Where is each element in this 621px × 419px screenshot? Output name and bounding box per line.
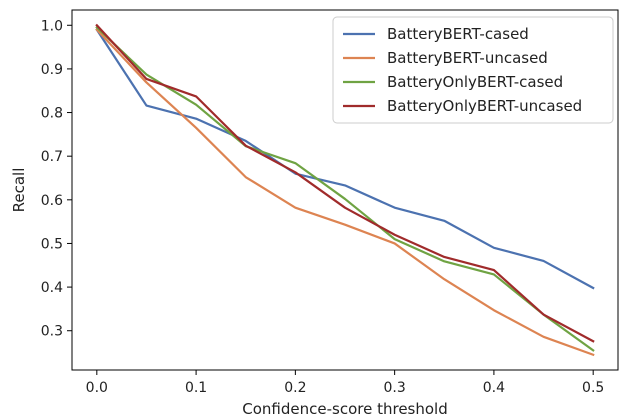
y-tick-label: 0.7 [41,149,63,165]
legend: BatteryBERT-cased BatteryBERT-uncased Batt… [332,16,614,124]
series-line-2 [95,25,595,352]
y-axis-label: Recall [10,168,28,213]
legend-label-0: BatteryBERT-cased [387,25,529,43]
y-tick-label: 0.3 [41,324,63,340]
y-tick-label: 0.6 [41,193,63,209]
legend-label-3: BatteryOnlyBERT-uncased [387,97,582,115]
legend-box [332,16,614,124]
legend-label-1: BatteryBERT-uncased [387,49,548,67]
legend-label-2: BatteryOnlyBERT-cased [387,73,563,91]
y-tick-label: 0.5 [41,236,63,252]
x-axis-label: Confidence-score threshold [242,400,447,418]
x-tick-label: 0.3 [384,380,406,396]
x-tick-label: 0.0 [86,380,108,396]
series-layer [95,23,595,357]
y-tick-label: 0.8 [41,106,63,122]
y-tick-label: 1.0 [41,18,63,34]
y-tick-label: 0.9 [41,62,63,78]
x-tick-label: 0.4 [483,380,505,396]
series-line-1 [95,28,595,357]
plot-frame [71,9,619,371]
series-line-0 [95,28,595,290]
series-line-3 [95,23,595,343]
x-tick-label: 0.5 [582,380,604,396]
x-tick-label: 0.1 [185,380,207,396]
x-tick-label: 0.2 [284,380,306,396]
axes-layer: 0.0 0.1 0.2 0.3 0.4 0.5 0.3 0.4 0.5 0.6 0.7 0.8 0.9 1… [41,9,619,396]
y-tick-label: 0.4 [41,280,63,296]
